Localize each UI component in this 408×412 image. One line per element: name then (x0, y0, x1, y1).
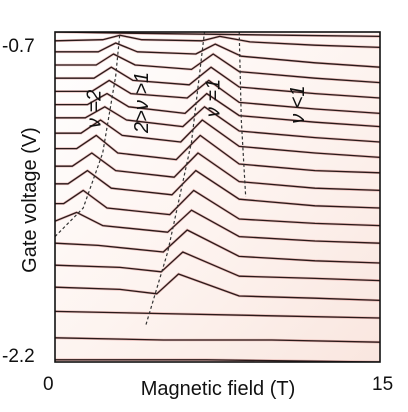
gate-voltage-trace-8 (55, 106, 380, 143)
gate-voltage-trace-14 (55, 209, 380, 244)
gate-voltage-trace-16 (55, 251, 380, 282)
gate-voltage-trace-2 (55, 34, 380, 49)
gate-voltage-trace-13 (55, 189, 380, 227)
x-tick-label-left: 0 (43, 374, 54, 395)
plot-frame (54, 31, 381, 363)
gate-voltage-trace-7 (55, 92, 380, 128)
annotation-group: ν =2 2>ν >1 ν =1 ν <1 (84, 72, 310, 134)
y-tick-label-top: -0.7 (2, 36, 35, 57)
gate-voltage-trace-12 (55, 169, 380, 209)
nu-1-lower-boundary (145, 32, 206, 325)
nu-1-upper-boundary (238, 32, 247, 198)
gate-voltage-trace-17 (55, 273, 380, 302)
filling-factor-label-4: ν <1 (287, 85, 309, 123)
gate-voltage-trace-3 (55, 42, 380, 68)
x-tick-label-right: 15 (372, 374, 393, 395)
gate-voltage-trace-4 (55, 53, 380, 84)
filling-factor-label-1: ν =2 (84, 90, 106, 128)
gate-voltage-trace-11 (55, 152, 380, 192)
filling-factor-label-3: ν =1 (203, 79, 225, 117)
boundary-group (55, 32, 247, 325)
y-axis-label: Gate voltage (V) (19, 127, 41, 273)
y-tick-label-bottom: -2.2 (2, 346, 35, 367)
gate-voltage-trace-10 (55, 134, 380, 174)
filling-factor-label-2: 2>ν >1 (131, 72, 153, 134)
gate-voltage-trace-5 (55, 66, 380, 99)
trace-group (55, 32, 380, 362)
gate-voltage-trace-6 (55, 79, 380, 115)
gate-voltage-trace-18 (55, 310, 380, 319)
gate-voltage-trace-19 (55, 337, 380, 343)
gate-voltage-trace-9 (55, 119, 380, 159)
x-axis-label: Magnetic field (T) (141, 378, 296, 400)
gate-voltage-trace-15 (55, 229, 380, 264)
